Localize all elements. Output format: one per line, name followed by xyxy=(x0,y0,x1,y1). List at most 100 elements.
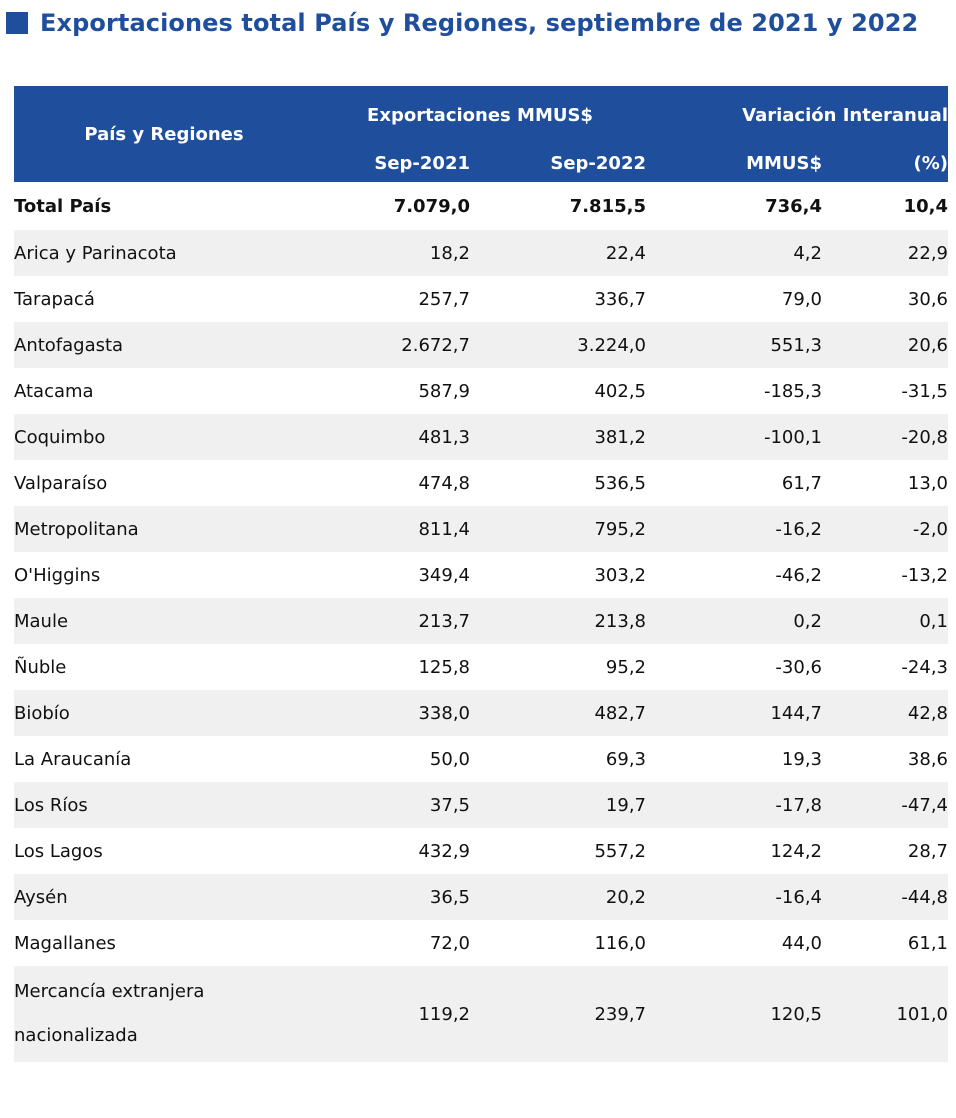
table-row: Valparaíso 474,8 536,5 61,7 13,0 xyxy=(14,460,948,506)
cell-variation-pct: 10,4 xyxy=(822,182,948,230)
cell-variation-mmus: 124,2 xyxy=(646,828,822,874)
cell-sep-2022: 19,7 xyxy=(470,782,646,828)
header-sep-2022: Sep-2022 xyxy=(470,144,646,182)
table-row: Metropolitana 811,4 795,2 -16,2 -2,0 xyxy=(14,506,948,552)
cell-variation-pct: 61,1 xyxy=(822,920,948,966)
cell-variation-pct: -2,0 xyxy=(822,506,948,552)
cell-variation-mmus: -16,4 xyxy=(646,874,822,920)
header-sep-2021: Sep-2021 xyxy=(314,144,470,182)
cell-region: Total País xyxy=(14,182,314,230)
table-row: Tarapacá 257,7 336,7 79,0 30,6 xyxy=(14,276,948,322)
table-row: Los Lagos 432,9 557,2 124,2 28,7 xyxy=(14,828,948,874)
cell-sep-2021: 119,2 xyxy=(314,966,470,1062)
cell-variation-pct: -31,5 xyxy=(822,368,948,414)
header-variation-group: Variación Interanual xyxy=(646,86,948,144)
cell-region: Mercancía extranjera nacionalizada xyxy=(14,966,314,1062)
cell-region: Valparaíso xyxy=(14,460,314,506)
title-row: Exportaciones total País y Regiones, sep… xyxy=(6,8,918,38)
cell-region: Ñuble xyxy=(14,644,314,690)
cell-sep-2022: 3.224,0 xyxy=(470,322,646,368)
cell-sep-2021: 349,4 xyxy=(314,552,470,598)
cell-variation-mmus: -185,3 xyxy=(646,368,822,414)
cell-sep-2022: 795,2 xyxy=(470,506,646,552)
exports-table: País y Regiones Exportaciones MMUS$ Vari… xyxy=(14,86,948,1062)
cell-region: Maule xyxy=(14,598,314,644)
cell-variation-mmus: 61,7 xyxy=(646,460,822,506)
header-row-bottom: Sep-2021 Sep-2022 MMUS$ (%) xyxy=(14,144,948,182)
cell-region: Aysén xyxy=(14,874,314,920)
table-row-total: Total País 7.079,0 7.815,5 736,4 10,4 xyxy=(14,182,948,230)
cell-region: O'Higgins xyxy=(14,552,314,598)
cell-variation-pct: -13,2 xyxy=(822,552,948,598)
cell-variation-mmus: 736,4 xyxy=(646,182,822,230)
table-row: Maule 213,7 213,8 0,2 0,1 xyxy=(14,598,948,644)
cell-sep-2021: 474,8 xyxy=(314,460,470,506)
cell-variation-pct: 38,6 xyxy=(822,736,948,782)
cell-sep-2021: 338,0 xyxy=(314,690,470,736)
cell-sep-2022: 303,2 xyxy=(470,552,646,598)
table-row: Ñuble 125,8 95,2 -30,6 -24,3 xyxy=(14,644,948,690)
cell-sep-2022: 69,3 xyxy=(470,736,646,782)
cell-sep-2021: 432,9 xyxy=(314,828,470,874)
table-row: Coquimbo 481,3 381,2 -100,1 -20,8 xyxy=(14,414,948,460)
cell-sep-2022: 381,2 xyxy=(470,414,646,460)
table-row: Biobío 338,0 482,7 144,7 42,8 xyxy=(14,690,948,736)
cell-sep-2022: 95,2 xyxy=(470,644,646,690)
cell-variation-pct: -44,8 xyxy=(822,874,948,920)
cell-variation-mmus: 0,2 xyxy=(646,598,822,644)
cell-region: Metropolitana xyxy=(14,506,314,552)
cell-variation-pct: 20,6 xyxy=(822,322,948,368)
cell-variation-pct: 0,1 xyxy=(822,598,948,644)
cell-sep-2021: 7.079,0 xyxy=(314,182,470,230)
cell-variation-pct: 13,0 xyxy=(822,460,948,506)
header-exports-group: Exportaciones MMUS$ xyxy=(314,86,646,144)
cell-sep-2021: 125,8 xyxy=(314,644,470,690)
cell-sep-2022: 536,5 xyxy=(470,460,646,506)
cell-region: Atacama xyxy=(14,368,314,414)
table-row: Atacama 587,9 402,5 -185,3 -31,5 xyxy=(14,368,948,414)
table-body: Total País 7.079,0 7.815,5 736,4 10,4 Ar… xyxy=(14,182,948,1062)
cell-sep-2022: 116,0 xyxy=(470,920,646,966)
cell-region: Coquimbo xyxy=(14,414,314,460)
cell-region: Magallanes xyxy=(14,920,314,966)
cell-variation-mmus: -46,2 xyxy=(646,552,822,598)
table-row: La Araucanía 50,0 69,3 19,3 38,6 xyxy=(14,736,948,782)
cell-region: Tarapacá xyxy=(14,276,314,322)
cell-sep-2021: 18,2 xyxy=(314,230,470,276)
table-header: País y Regiones Exportaciones MMUS$ Vari… xyxy=(14,86,948,182)
cell-variation-mmus: 144,7 xyxy=(646,690,822,736)
page-title: Exportaciones total País y Regiones, sep… xyxy=(40,9,919,37)
cell-variation-pct: -47,4 xyxy=(822,782,948,828)
header-row-top: País y Regiones Exportaciones MMUS$ Vari… xyxy=(14,86,948,182)
cell-sep-2022: 22,4 xyxy=(470,230,646,276)
cell-variation-pct: 22,9 xyxy=(822,230,948,276)
cell-sep-2021: 481,3 xyxy=(314,414,470,460)
cell-sep-2021: 257,7 xyxy=(314,276,470,322)
cell-variation-pct: 42,8 xyxy=(822,690,948,736)
header-region: País y Regiones xyxy=(14,86,314,182)
cell-region: Antofagasta xyxy=(14,322,314,368)
cell-sep-2022: 336,7 xyxy=(470,276,646,322)
cell-variation-mmus: -100,1 xyxy=(646,414,822,460)
cell-variation-mmus: 44,0 xyxy=(646,920,822,966)
cell-variation-mmus: -16,2 xyxy=(646,506,822,552)
cell-sep-2021: 587,9 xyxy=(314,368,470,414)
cell-sep-2021: 50,0 xyxy=(314,736,470,782)
cell-variation-mmus: -17,8 xyxy=(646,782,822,828)
cell-variation-mmus: 4,2 xyxy=(646,230,822,276)
cell-variation-pct: 101,0 xyxy=(822,966,948,1062)
cell-variation-mmus: 551,3 xyxy=(646,322,822,368)
cell-sep-2022: 239,7 xyxy=(470,966,646,1062)
cell-sep-2021: 36,5 xyxy=(314,874,470,920)
cell-sep-2022: 402,5 xyxy=(470,368,646,414)
cell-variation-mmus: 120,5 xyxy=(646,966,822,1062)
cell-region: Los Ríos xyxy=(14,782,314,828)
cell-sep-2022: 213,8 xyxy=(470,598,646,644)
table-row: Arica y Parinacota 18,2 22,4 4,2 22,9 xyxy=(14,230,948,276)
cell-sep-2022: 557,2 xyxy=(470,828,646,874)
cell-sep-2022: 7.815,5 xyxy=(470,182,646,230)
cell-variation-pct: 28,7 xyxy=(822,828,948,874)
cell-sep-2021: 2.672,7 xyxy=(314,322,470,368)
cell-sep-2022: 20,2 xyxy=(470,874,646,920)
title-bullet-square-icon xyxy=(6,12,28,34)
